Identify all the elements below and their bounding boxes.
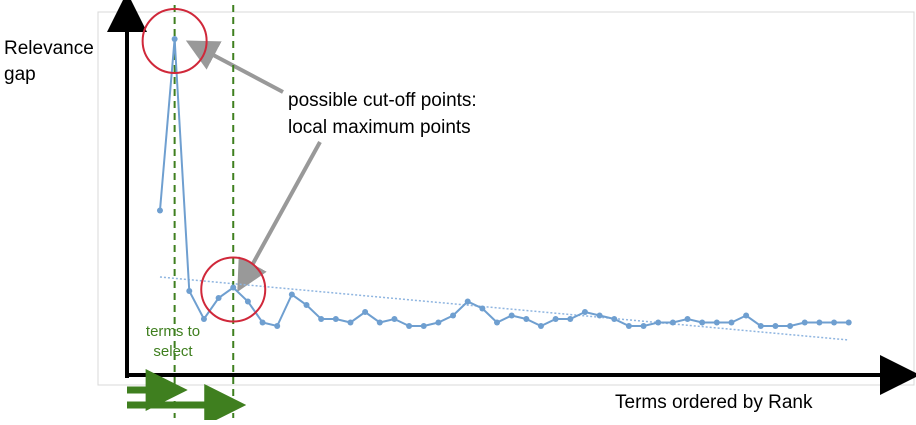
trend-line [159,276,849,341]
point [259,319,266,326]
point [435,319,442,326]
point [640,323,647,329]
point [479,305,486,312]
point [171,36,178,42]
annotation-arrow [185,40,284,94]
point [288,291,295,298]
point [831,319,838,326]
point [611,316,618,322]
selection-label: terms to [146,323,200,340]
point [713,319,720,326]
point [332,316,339,322]
highlight-circle [141,8,208,74]
point [669,319,676,326]
point [625,323,632,329]
point [757,323,764,329]
point [318,316,325,322]
point [801,319,808,326]
point [376,319,383,326]
point [816,319,823,326]
highlight-circle [200,256,267,323]
point [581,309,588,315]
point [215,295,222,301]
x-axis-label: Terms ordered by Rank [615,392,813,413]
point [450,312,457,319]
point [347,319,354,326]
point [420,323,427,329]
point [464,298,471,305]
point [523,316,530,322]
point [156,207,163,214]
point [508,312,515,319]
point [303,302,310,308]
point [537,323,544,329]
point [699,319,706,326]
y-axis-label: Relevance [4,38,94,59]
point [845,319,852,326]
point [200,316,207,322]
point [244,298,251,305]
point [772,323,779,329]
point [596,312,603,319]
point [274,323,281,329]
annotation: possible cut-off points: [288,90,477,111]
annotation: local maximum points [288,117,471,138]
point [787,323,794,329]
point [391,316,398,322]
frame [97,11,915,386]
point [655,319,662,326]
point [362,309,369,315]
y-axis-label: gap [4,64,36,85]
point [494,319,501,326]
point [552,316,559,322]
annotation-arrow [237,141,322,293]
point [567,316,574,322]
point [406,323,413,329]
point [743,312,750,319]
point [186,288,193,294]
point [728,319,735,326]
point [230,284,237,291]
selection-label: select [153,343,193,360]
point [684,316,691,322]
